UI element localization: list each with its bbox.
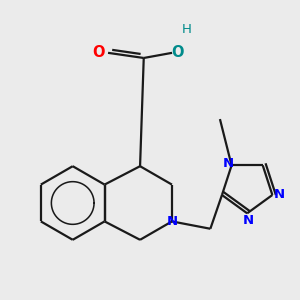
Text: O: O: [92, 45, 105, 60]
Text: N: N: [222, 158, 233, 170]
Text: N: N: [274, 188, 285, 202]
Text: H: H: [182, 23, 192, 36]
Text: N: N: [167, 215, 178, 228]
Text: N: N: [243, 214, 254, 227]
Text: O: O: [171, 45, 184, 60]
